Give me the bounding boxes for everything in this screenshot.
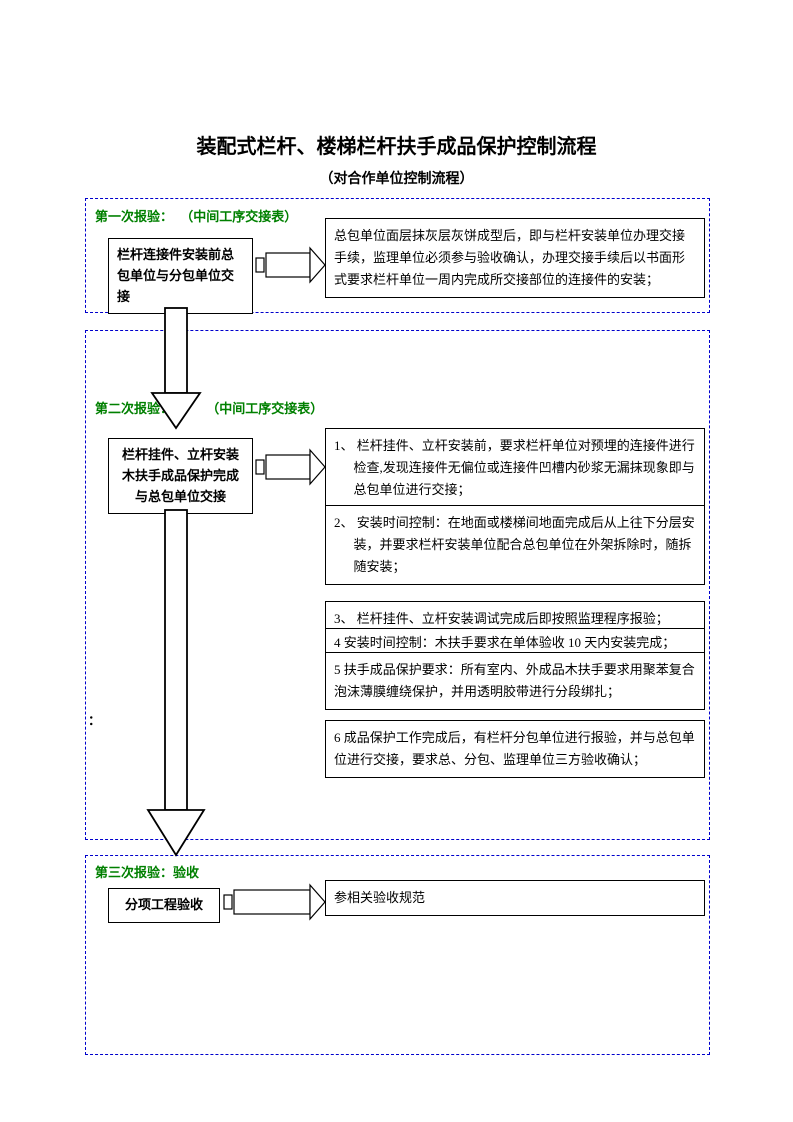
section2-desc2-text: 2、 安装时间控制：在地面或楼梯间地面完成后从上往下分层安装，并要求栏杆安装单位… [334,512,696,578]
section2-sublabel-text: （中间工序交接表） [206,401,323,416]
section3-step-box: 分项工程验收 [108,888,220,923]
section2-step-text: 栏杆挂件、立杆安装木扶手成品保护完成与总包单位交接 [122,447,239,504]
section1-label-text: 第一次报验： [95,209,173,224]
section2-desc5-box: 5 扶手成品保护要求：所有室内、外成品木扶手要求用聚苯复合泡沫薄膜缠绕保护，并用… [325,652,705,710]
section2-colon: ： [88,710,101,729]
section1-step-text: 栏杆连接件安装前总包单位与分包单位交接 [117,247,234,304]
section1-label: 第一次报验： （中间工序交接表） [95,206,297,225]
section2-desc2-box: 2、 安装时间控制：在地面或楼梯间地面完成后从上往下分层安装，并要求栏杆安装单位… [325,505,705,585]
section2-desc3-text: 3、 栏杆挂件、立杆安装调试完成后即按照监理程序报验； [334,611,669,626]
section2-desc1-text: 1、 栏杆挂件、立杆安装前，要求栏杆单位对预埋的连接件进行检查,发现连接件无偏位… [334,435,696,501]
page-subtitle: （对合作单位控制流程） [0,168,793,188]
section1-desc-box: 总包单位面层抹灰层灰饼成型后，即与栏杆安装单位办理交接手续，监理单位必须参与验收… [325,218,705,298]
section2-desc6-text: 6 成品保护工作完成后，有栏杆分包单位进行报验，并与总包单位进行交接，要求总、分… [334,730,695,767]
section2-label: 第二次报验： （中间工序交接表） [95,398,323,417]
section2-desc6-box: 6 成品保护工作完成后，有栏杆分包单位进行报验，并与总包单位进行交接，要求总、分… [325,720,705,778]
section3-step-text: 分项工程验收 [125,897,203,912]
section2-desc5-text: 5 扶手成品保护要求：所有室内、外成品木扶手要求用聚苯复合泡沫薄膜缠绕保护，并用… [334,662,695,699]
section2-desc1-box: 1、 栏杆挂件、立杆安装前，要求栏杆单位对预埋的连接件进行检查,发现连接件无偏位… [325,428,705,507]
section2-label-text: 第二次报验： [95,401,173,416]
section3-desc-box: 参相关验收规范 [325,880,705,916]
section3-desc-text: 参相关验收规范 [334,890,425,905]
section1-sublabel-text: （中间工序交接表） [180,209,297,224]
section2-step-box: 栏杆挂件、立杆安装木扶手成品保护完成与总包单位交接 [108,438,253,514]
section2-desc4-text: 4 安装时间控制：木扶手要求在单体验收 10 天内安装完成； [334,635,675,650]
page-title: 装配式栏杆、楼梯栏杆扶手成品保护控制流程 [0,130,793,159]
section1-step-box: 栏杆连接件安装前总包单位与分包单位交接 [108,238,253,314]
section1-desc-text: 总包单位面层抹灰层灰饼成型后，即与栏杆安装单位办理交接手续，监理单位必须参与验收… [334,228,685,287]
section3-label: 第三次报验：验收 [95,862,199,881]
